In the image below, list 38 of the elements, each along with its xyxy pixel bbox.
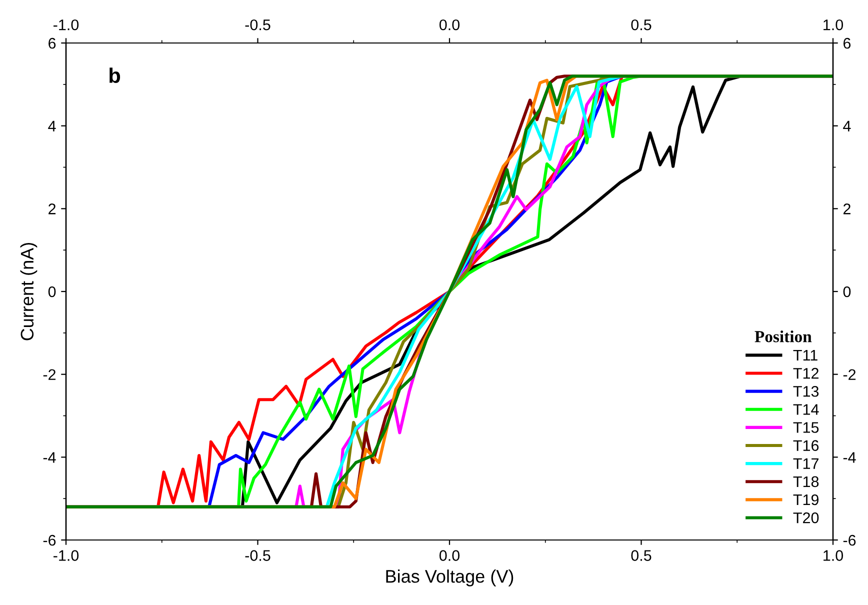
y-tick-label: -2 xyxy=(43,369,56,380)
y2-tick-label: 6 xyxy=(844,38,851,49)
x-tick-label: -0.5 xyxy=(245,550,270,561)
x2-tick-label: 0.0 xyxy=(439,19,460,30)
y-tick-label: -4 xyxy=(43,452,56,463)
y2-tick-label: 0 xyxy=(843,286,851,298)
y2-tick-label: 2 xyxy=(843,204,850,214)
legend-label: T17 xyxy=(793,458,818,469)
x-tick-label: 0.5 xyxy=(631,550,652,561)
legend-label: T12 xyxy=(793,368,818,379)
legend-label: T16 xyxy=(793,440,819,451)
legend-label: T18 xyxy=(793,476,819,488)
legend-label: T20 xyxy=(793,512,819,524)
y2-tick-label: -4 xyxy=(843,452,856,463)
legend-title: Position xyxy=(754,330,812,342)
legend-label: T11 xyxy=(793,350,818,361)
y-tick-label: 0 xyxy=(48,286,56,298)
y-tick-label: 2 xyxy=(48,204,56,214)
x-tick-label: 1.0 xyxy=(824,550,844,561)
x-tick-label: 0.0 xyxy=(439,550,460,561)
y2-tick-label: 4 xyxy=(843,120,851,132)
x2-tick-label: -0.5 xyxy=(245,19,270,30)
x2-tick-label: 0.5 xyxy=(631,19,652,30)
x2-tick-label: -1.0 xyxy=(54,19,79,30)
x-tick-label: -1.0 xyxy=(54,550,79,561)
y2-tick-label: -2 xyxy=(843,369,856,380)
y-tick-label: 6 xyxy=(48,38,56,49)
legend-label: T13 xyxy=(793,386,819,397)
y-axis-title: Current (nA) xyxy=(20,242,38,340)
legend-label: T15 xyxy=(793,422,819,433)
y2-tick-label: -6 xyxy=(843,534,856,546)
x-axis-title: Bias Voltage (V) xyxy=(386,570,514,586)
legend-label: T14 xyxy=(793,404,819,415)
annotation: b xyxy=(110,68,120,83)
y-tick-label: 4 xyxy=(48,120,56,132)
x2-tick-label: 1.0 xyxy=(824,19,844,30)
y-tick-label: -6 xyxy=(43,534,56,546)
legend-label: T19 xyxy=(793,494,819,506)
